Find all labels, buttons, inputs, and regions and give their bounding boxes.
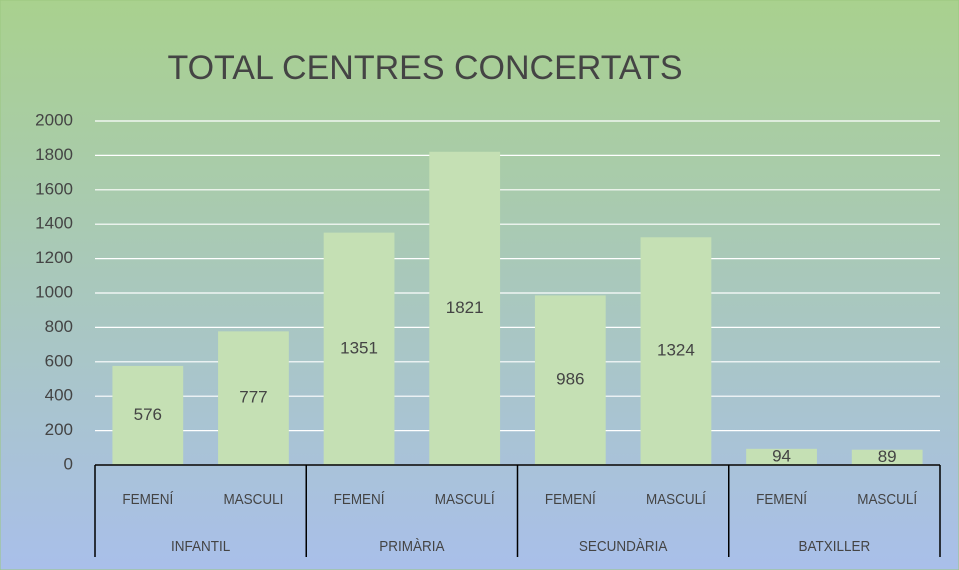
- data-label: 986: [556, 370, 584, 389]
- y-tick-label: 1400: [35, 214, 73, 233]
- data-label: 1351: [340, 338, 378, 357]
- data-label: 576: [134, 405, 162, 424]
- y-tick-label: 2000: [35, 110, 73, 129]
- y-tick-label: 1800: [35, 145, 73, 164]
- bar: [429, 151, 501, 465]
- y-tick-label: 1600: [35, 179, 73, 198]
- data-label: 94: [772, 446, 791, 465]
- chart-title: TOTAL CENTRES CONCERTATS: [167, 49, 682, 87]
- data-label: 1821: [446, 298, 484, 317]
- group-label: INFANTIL: [171, 538, 230, 555]
- bar: [746, 448, 817, 465]
- y-tick-label: 1200: [35, 248, 73, 267]
- x-tick-label: FEMENÍ: [545, 490, 596, 508]
- y-tick-label: 1000: [35, 282, 73, 301]
- x-tick-label: FEMENÍ: [756, 490, 807, 508]
- bar: [323, 232, 395, 465]
- y-tick-label: 600: [45, 351, 73, 370]
- x-tick-label: MASCULÍ: [646, 490, 706, 508]
- group-label: BATXILLER: [799, 538, 871, 555]
- y-tick-label: 200: [45, 420, 73, 439]
- data-label: 89: [878, 447, 897, 466]
- bar: [534, 295, 606, 465]
- x-tick-label: MASCULÍ: [435, 490, 495, 508]
- group-label: PRIMÀRIA: [379, 537, 445, 555]
- y-tick-label: 800: [45, 317, 73, 336]
- group-label: SECUNDÀRIA: [579, 537, 668, 555]
- y-tick-label: 0: [64, 454, 73, 473]
- data-label: 777: [239, 388, 267, 407]
- bar: [640, 237, 712, 465]
- y-tick-label: 400: [45, 386, 73, 405]
- x-tick-label: MASCULI: [223, 491, 283, 508]
- data-label: 1324: [657, 341, 695, 360]
- bar: [851, 449, 923, 465]
- bar: [218, 331, 289, 465]
- x-tick-label: FEMENÍ: [122, 490, 173, 508]
- x-tick-label: FEMENÍ: [334, 490, 385, 508]
- bar: [112, 365, 184, 465]
- x-tick-label: MASCULÍ: [857, 490, 917, 508]
